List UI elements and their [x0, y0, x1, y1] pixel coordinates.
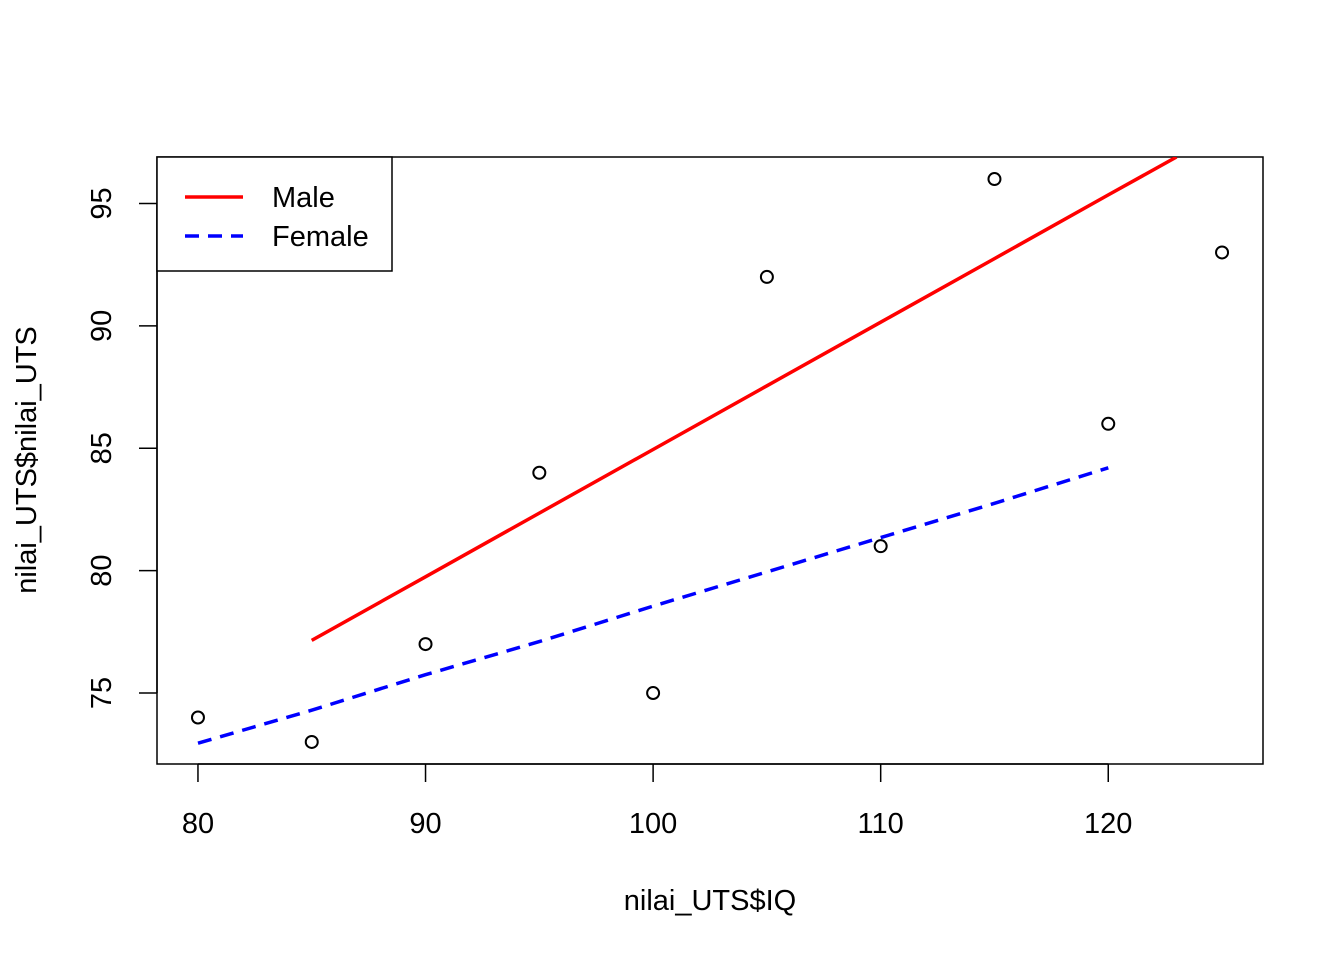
- series-line-male: [310, 157, 1178, 642]
- series-line-female: [197, 466, 1109, 745]
- legend-box: [156, 156, 393, 272]
- y-tick-label: 85: [86, 432, 118, 464]
- y-tick-label: 95: [86, 187, 118, 219]
- y-tick-label: 90: [86, 310, 118, 342]
- data-point: [1215, 245, 1230, 260]
- y-axis-label: nilai_UTS$nilai_UTS: [11, 326, 43, 594]
- x-tick-label: 110: [858, 808, 904, 840]
- data-point: [532, 465, 547, 480]
- data-points: [190, 172, 1230, 749]
- x-axis-label: nilai_UTS$IQ: [624, 885, 796, 917]
- y-tick-label: 75: [86, 677, 118, 709]
- legend-label-female: Female: [272, 221, 369, 253]
- data-point: [759, 269, 774, 284]
- legend-label-male: Male: [272, 182, 335, 214]
- x-tick-label: 120: [1084, 808, 1132, 840]
- data-point: [304, 734, 319, 749]
- x-tick-label: 90: [409, 808, 441, 840]
- y-tick-label: 80: [86, 555, 118, 587]
- data-point: [418, 637, 433, 652]
- data-point: [646, 686, 661, 701]
- fit-lines: [197, 157, 1178, 745]
- x-tick-label: 100: [629, 808, 677, 840]
- data-point: [873, 539, 888, 554]
- data-point: [987, 172, 1002, 187]
- y-axis: 75 80 85 90 95: [86, 187, 158, 709]
- data-point: [190, 710, 205, 725]
- data-point: [1101, 416, 1116, 431]
- x-axis: 80 90 100 110 120: [182, 763, 1132, 840]
- x-tick-label: 80: [182, 808, 214, 840]
- legend: Male Female: [156, 156, 393, 272]
